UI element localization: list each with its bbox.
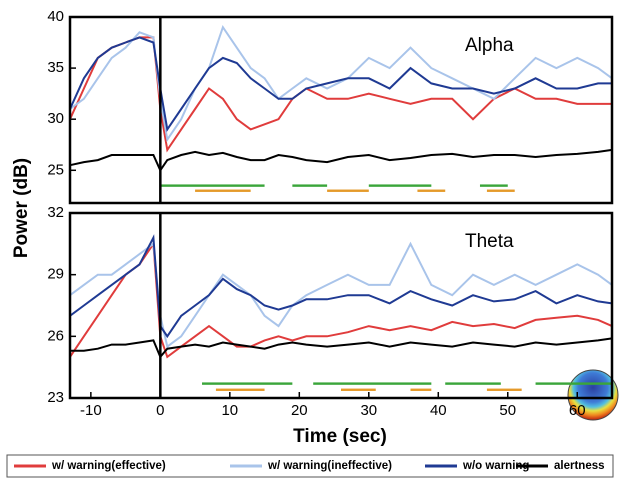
significance-bar	[445, 382, 501, 385]
series-line	[69, 24, 613, 143]
x-axis-label: Time (sec)	[293, 426, 387, 447]
significance-bar	[486, 388, 522, 391]
series-line	[69, 36, 612, 133]
significance-bar	[313, 382, 432, 385]
legend-label: w/ warning(ineffective)	[267, 460, 392, 472]
significance-bar	[327, 189, 369, 192]
y-tick-label: 30	[47, 110, 64, 127]
y-tick-label: 23	[47, 389, 64, 406]
significance-bar	[368, 184, 432, 187]
significance-bar	[202, 382, 293, 385]
x-tick-label: 40	[430, 402, 447, 419]
plot-frame	[68, 15, 614, 205]
plot-frame	[68, 211, 614, 400]
panel-label: Theta	[465, 231, 514, 252]
legend	[6, 454, 614, 478]
x-tick-label: 60	[569, 402, 586, 419]
y-axis-label: Power (dB)	[11, 158, 32, 258]
y-tick-label: 25	[47, 161, 64, 178]
series-line	[69, 148, 613, 173]
significance-bar	[417, 189, 446, 192]
x-tick-label: 50	[499, 402, 516, 419]
legend-label: w/o warning	[462, 460, 529, 472]
series-line	[69, 241, 613, 349]
y-tick-label: 35	[47, 59, 64, 76]
x-tick-label: -10	[80, 402, 102, 419]
x-tick-label: 0	[156, 402, 164, 419]
significance-bar	[292, 184, 328, 187]
panel-label: Alpha	[465, 35, 514, 56]
significance-bar	[195, 189, 251, 192]
series-line	[69, 240, 613, 359]
series-line	[69, 234, 613, 339]
series-line	[69, 36, 612, 153]
significance-bar	[410, 388, 432, 391]
significance-bar	[535, 382, 612, 385]
y-tick-label: 40	[47, 8, 64, 25]
legend-label: w/ warning(effective)	[51, 460, 166, 472]
significance-bar	[479, 184, 508, 187]
y-tick-label: 32	[47, 204, 64, 221]
y-tick-label: 29	[47, 266, 64, 283]
series-line	[70, 337, 613, 359]
significance-bar	[215, 388, 265, 391]
x-tick-label: 20	[291, 402, 308, 419]
significance-bar	[486, 189, 515, 192]
significance-bar	[341, 388, 376, 391]
x-tick-label: 30	[360, 402, 377, 419]
y-tick-label: 26	[47, 327, 64, 344]
x-tick-label: 10	[221, 402, 238, 419]
legend-label: alertness	[554, 460, 605, 472]
significance-bar	[160, 184, 265, 187]
